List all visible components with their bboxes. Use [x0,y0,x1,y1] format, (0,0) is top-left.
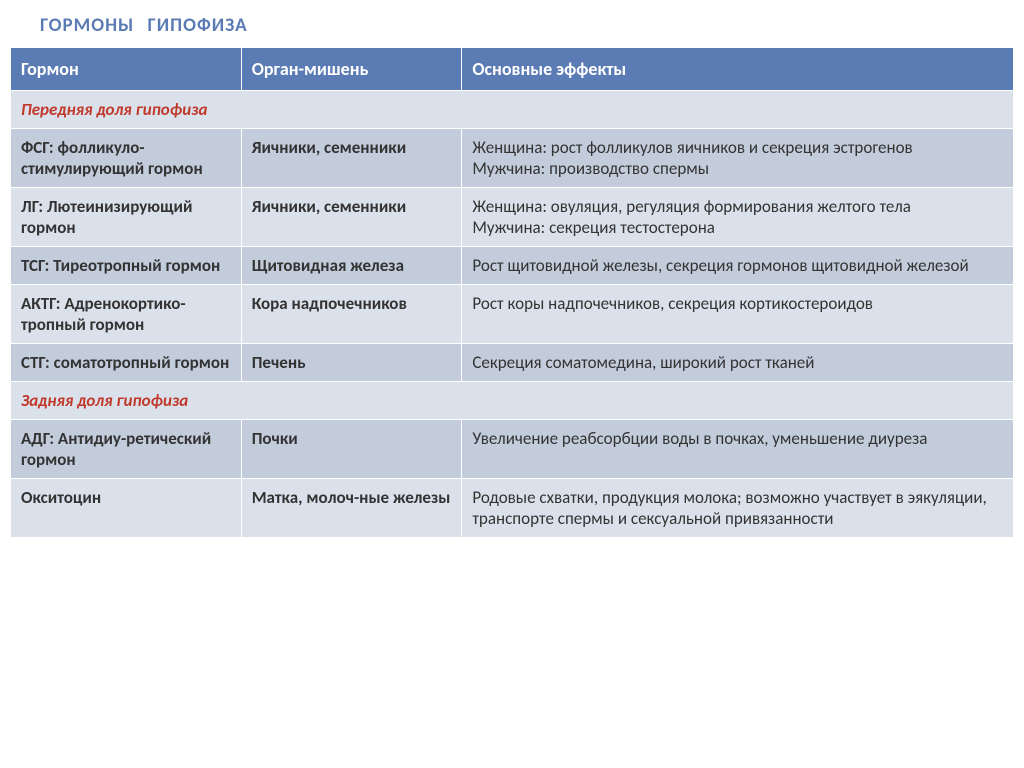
effect-cell: Рост коры надпочечников, секреция кортик… [462,285,1014,344]
col-header-target: Орган-мишень [241,48,462,91]
section-heading-row: Передняя доля гипофиза [11,91,1014,129]
hormone-cell: СТГ: соматотропный гормон [11,344,242,382]
table-row: СТГ: соматотропный гормонПеченьСекреция … [11,344,1014,382]
table-row: ТСГ: Тиреотропный гормонЩитовидная желез… [11,247,1014,285]
hormone-cell: Окситоцин [11,479,242,538]
target-cell: Матка, молоч-ные железы [241,479,462,538]
target-cell: Почки [241,420,462,479]
table-row: ЛГ: Лютеинизирующий гормонЯичники, семен… [11,188,1014,247]
slide-title: ГОРМОНЫ ГИПОФИЗА [10,10,1014,47]
col-header-effect: Основные эффекты [462,48,1014,91]
table-row: АДГ: Антидиу-ретический гормонПочкиУвели… [11,420,1014,479]
target-cell: Щитовидная железа [241,247,462,285]
table-row: АКТГ: Адренокортико-тропный гормонКора н… [11,285,1014,344]
section-heading-row: Задняя доля гипофиза [11,382,1014,420]
effect-cell: Женщина: рост фолликулов яичников и секр… [462,129,1014,188]
hormone-cell: ЛГ: Лютеинизирующий гормон [11,188,242,247]
target-cell: Яичники, семенники [241,188,462,247]
hormone-cell: АДГ: Антидиу-ретический гормон [11,420,242,479]
effect-cell: Родовые схватки, продукция молока; возмо… [462,479,1014,538]
target-cell: Яичники, семенники [241,129,462,188]
section-heading: Передняя доля гипофиза [11,91,1014,129]
hormone-cell: ТСГ: Тиреотропный гормон [11,247,242,285]
target-cell: Печень [241,344,462,382]
table-header-row: Гормон Орган-мишень Основные эффекты [11,48,1014,91]
hormones-table: Гормон Орган-мишень Основные эффекты Пер… [10,47,1014,538]
table-row: ОкситоцинМатка, молоч-ные железыРодовые … [11,479,1014,538]
col-header-hormone: Гормон [11,48,242,91]
section-heading: Задняя доля гипофиза [11,382,1014,420]
hormone-cell: ФСГ: фолликуло-стимулирующий гормон [11,129,242,188]
effect-cell: Секреция соматомедина, широкий рост ткан… [462,344,1014,382]
hormone-cell: АКТГ: Адренокортико-тропный гормон [11,285,242,344]
effect-cell: Женщина: овуляция, регуляция формировани… [462,188,1014,247]
table-row: ФСГ: фолликуло-стимулирующий гормонЯични… [11,129,1014,188]
effect-cell: Рост щитовидной железы, секреция гормоно… [462,247,1014,285]
effect-cell: Увеличение реабсорбции воды в почках, ум… [462,420,1014,479]
target-cell: Кора надпочечников [241,285,462,344]
